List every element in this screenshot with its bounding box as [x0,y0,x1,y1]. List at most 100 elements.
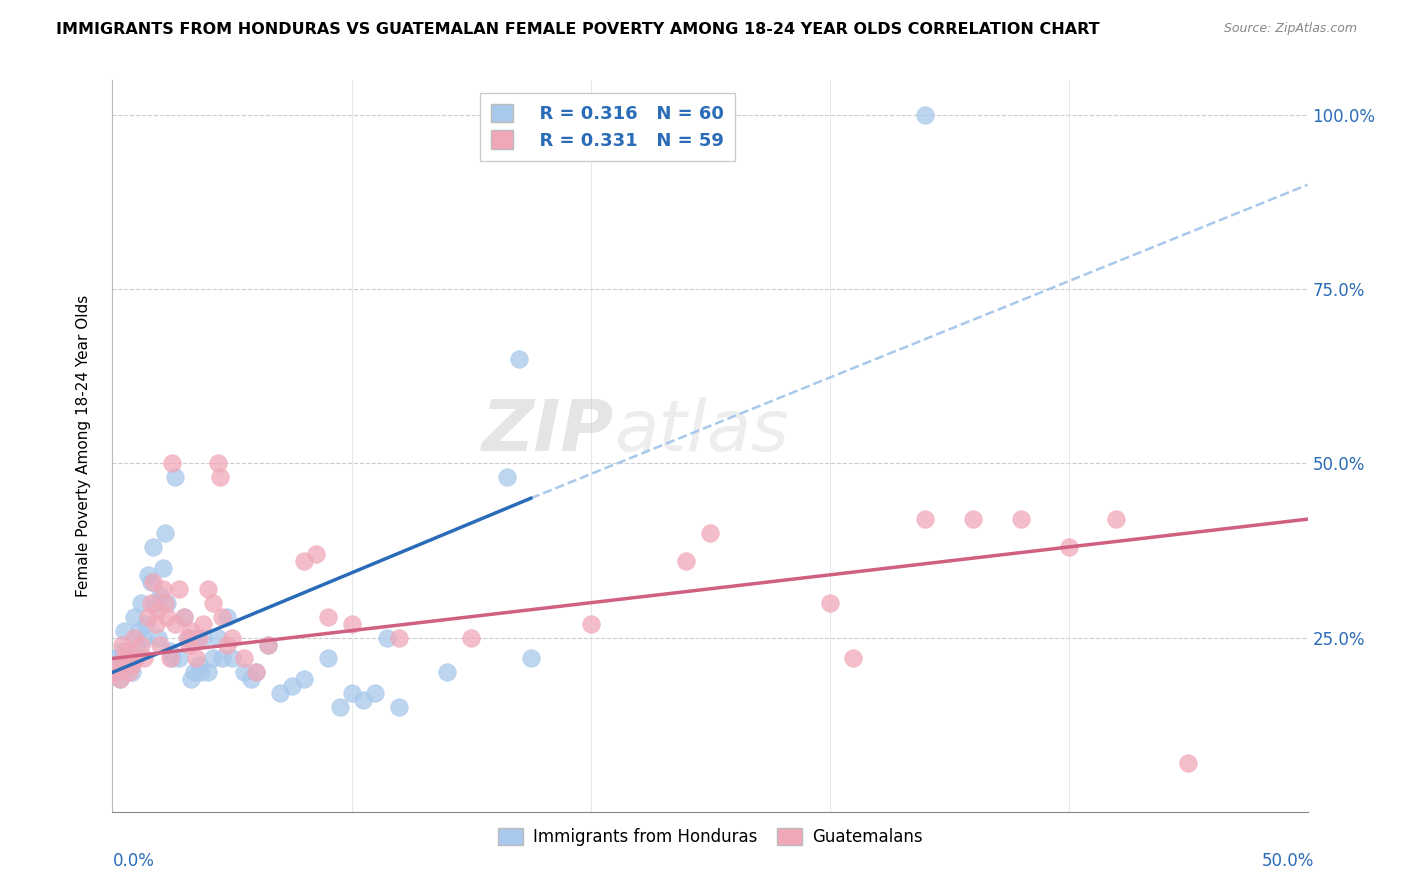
Point [149,589,172,603]
Point [180,673,202,687]
Point [180,624,202,638]
Point [104,665,127,680]
Point [207,457,229,471]
Point [233,665,256,680]
Point [156,596,179,610]
Point [114,651,135,665]
Text: Source: ZipAtlas.com: Source: ZipAtlas.com [1223,22,1357,36]
Point [1177,756,1199,770]
Y-axis label: Female Poverty Among 18-24 Year Olds: Female Poverty Among 18-24 Year Olds [76,295,91,597]
Point [135,616,157,631]
Point [108,673,131,687]
Point [914,108,936,122]
Point [152,561,174,575]
Point [138,609,160,624]
Point [292,673,315,687]
Point [125,651,148,665]
Point [340,686,363,700]
Point [139,596,162,610]
Point [121,665,143,680]
Point [129,638,152,652]
Point [142,574,165,589]
Point [245,665,267,680]
Point [460,631,482,645]
Point [187,631,209,645]
Point [115,658,138,673]
Point [201,596,224,610]
Point [257,638,280,652]
Point [169,651,191,665]
Point [508,351,530,366]
Point [193,631,215,645]
Point [579,616,602,631]
Point [125,638,148,652]
Point [377,631,399,645]
Point [240,673,263,687]
Point [105,665,128,680]
Point [139,574,162,589]
Point [292,554,315,568]
Point [186,651,208,665]
Point [159,651,181,665]
Point [118,665,141,680]
Point [146,603,169,617]
Point [149,638,172,652]
Point [197,665,219,680]
Point [176,631,198,645]
Point [352,693,374,707]
Point [269,686,291,700]
Point [138,567,160,582]
Point [233,651,256,665]
Point [190,665,212,680]
Point [177,631,200,645]
Point [388,631,411,645]
Point [104,651,127,665]
Legend: Immigrants from Honduras, Guatemalans: Immigrants from Honduras, Guatemalans [491,822,929,853]
Point [163,616,186,631]
Point [156,609,179,624]
Point [159,644,181,658]
Point [209,470,232,484]
Point [121,658,143,673]
Point [142,540,165,554]
Point [914,512,936,526]
Point [201,651,224,665]
Point [257,638,280,652]
Point [105,658,128,673]
Point [152,582,174,596]
Point [146,631,169,645]
Point [114,624,135,638]
Point [153,596,176,610]
Point [173,609,195,624]
Point [193,616,215,631]
Text: atlas: atlas [614,397,789,466]
Text: ZIP: ZIP [482,397,614,466]
Point [211,609,233,624]
Point [162,651,183,665]
Point [187,658,209,673]
Point [364,686,387,700]
Point [177,638,200,652]
Point [316,651,339,665]
Point [122,609,145,624]
Text: 0.0%: 0.0% [112,852,155,870]
Point [162,457,183,471]
Point [111,644,134,658]
Point [145,596,167,610]
Point [699,526,721,541]
Point [132,631,155,645]
Point [211,651,233,665]
Point [1105,512,1128,526]
Point [173,609,195,624]
Point [111,638,134,652]
Point [842,651,865,665]
Point [1010,512,1032,526]
Point [183,665,205,680]
Point [118,651,141,665]
Point [245,665,267,680]
Point [340,616,363,631]
Point [132,651,155,665]
Point [305,547,328,561]
Point [388,700,411,714]
Point [197,582,219,596]
